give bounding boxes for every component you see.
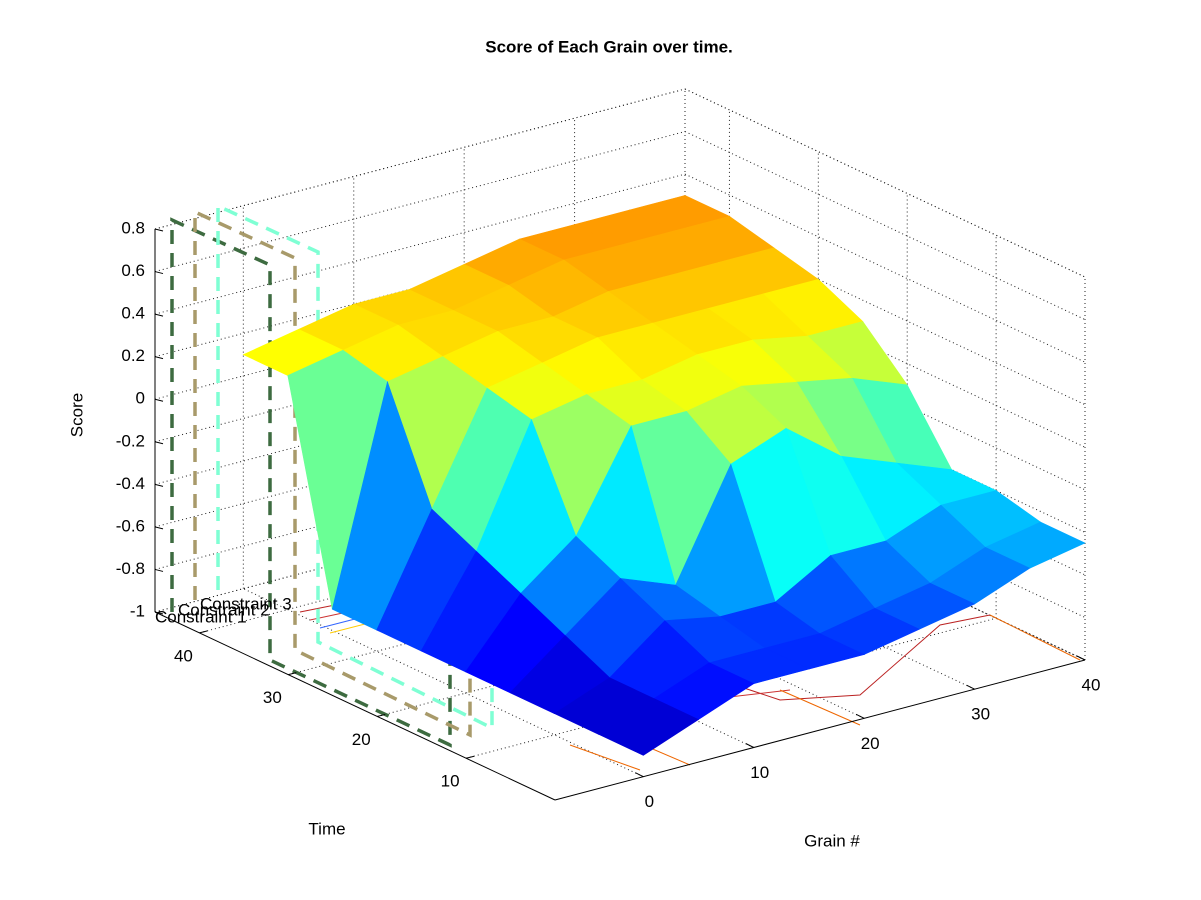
- tick-mark: [199, 630, 208, 634]
- tick-mark: [745, 743, 754, 748]
- tick-mark: [154, 356, 164, 360]
- tick-mark: [377, 713, 386, 717]
- chart-title: Score of Each Grain over time.: [485, 37, 733, 56]
- tick-mark: [154, 271, 164, 275]
- tick-mark: [154, 483, 164, 487]
- z-tick-label: 0.4: [121, 304, 145, 323]
- y-tick-label: 10: [750, 763, 769, 782]
- z-tick-label: 0.2: [121, 346, 145, 365]
- x-tick-label: 10: [441, 772, 460, 791]
- tick-mark: [855, 713, 865, 719]
- grid-line: [154, 131, 686, 273]
- tick-mark: [154, 441, 164, 445]
- z-tick-label: 0.8: [121, 218, 145, 237]
- grid-line: [154, 173, 686, 315]
- y-tick-label: 20: [861, 734, 880, 753]
- tick-mark: [154, 228, 164, 232]
- tick-mark: [288, 672, 297, 676]
- z-tick-label: -0.6: [116, 516, 145, 535]
- grid-line: [465, 617, 997, 759]
- tick-mark: [154, 398, 164, 402]
- y-axis-label: Grain #: [804, 831, 860, 850]
- x-tick-label: 40: [174, 646, 193, 665]
- annotation: Constraint 1: [155, 607, 247, 626]
- tick-mark: [1076, 655, 1086, 661]
- annotation: Constraint 3: [200, 594, 292, 613]
- tick-mark: [154, 526, 164, 530]
- grid-line: [154, 88, 686, 230]
- x-tick-label: 30: [263, 688, 282, 707]
- z-tick-label: 0.6: [121, 261, 145, 280]
- grid-line: [684, 131, 1086, 321]
- z-tick-label: -1: [130, 601, 145, 620]
- y-tick-label: 30: [971, 705, 990, 724]
- x-axis-label: Time: [308, 819, 345, 838]
- tick-mark: [154, 313, 164, 317]
- tick-mark: [154, 611, 164, 615]
- surface-patch: [598, 698, 700, 756]
- y-tick-label: 0: [645, 792, 654, 811]
- grid-line: [684, 216, 1086, 406]
- z-tick-label: -0.8: [116, 559, 145, 578]
- annotation: Constraint 2: [178, 600, 270, 619]
- tick-mark: [966, 684, 975, 690]
- grid-line: [684, 173, 1086, 363]
- z-tick-label: -0.2: [116, 431, 145, 450]
- x-axis: [154, 611, 556, 801]
- grid-line: [684, 88, 1086, 278]
- tick-mark: [635, 772, 644, 778]
- z-tick-label: -0.4: [116, 474, 145, 493]
- y-tick-label: 40: [1082, 675, 1101, 694]
- x-tick-label: 20: [352, 730, 371, 749]
- z-axis-label: Score: [67, 393, 86, 437]
- surface: [242, 195, 1086, 756]
- tick-mark: [465, 755, 475, 759]
- z-tick-label: 0: [136, 389, 145, 408]
- contour: [569, 614, 1081, 771]
- axes: -1 -0.8 -0.6 -0.4 -0.2 0 0.2 0.4 0.6 0.8 10 20 30 40 0…: [116, 218, 1101, 811]
- tick-mark: [154, 568, 164, 572]
